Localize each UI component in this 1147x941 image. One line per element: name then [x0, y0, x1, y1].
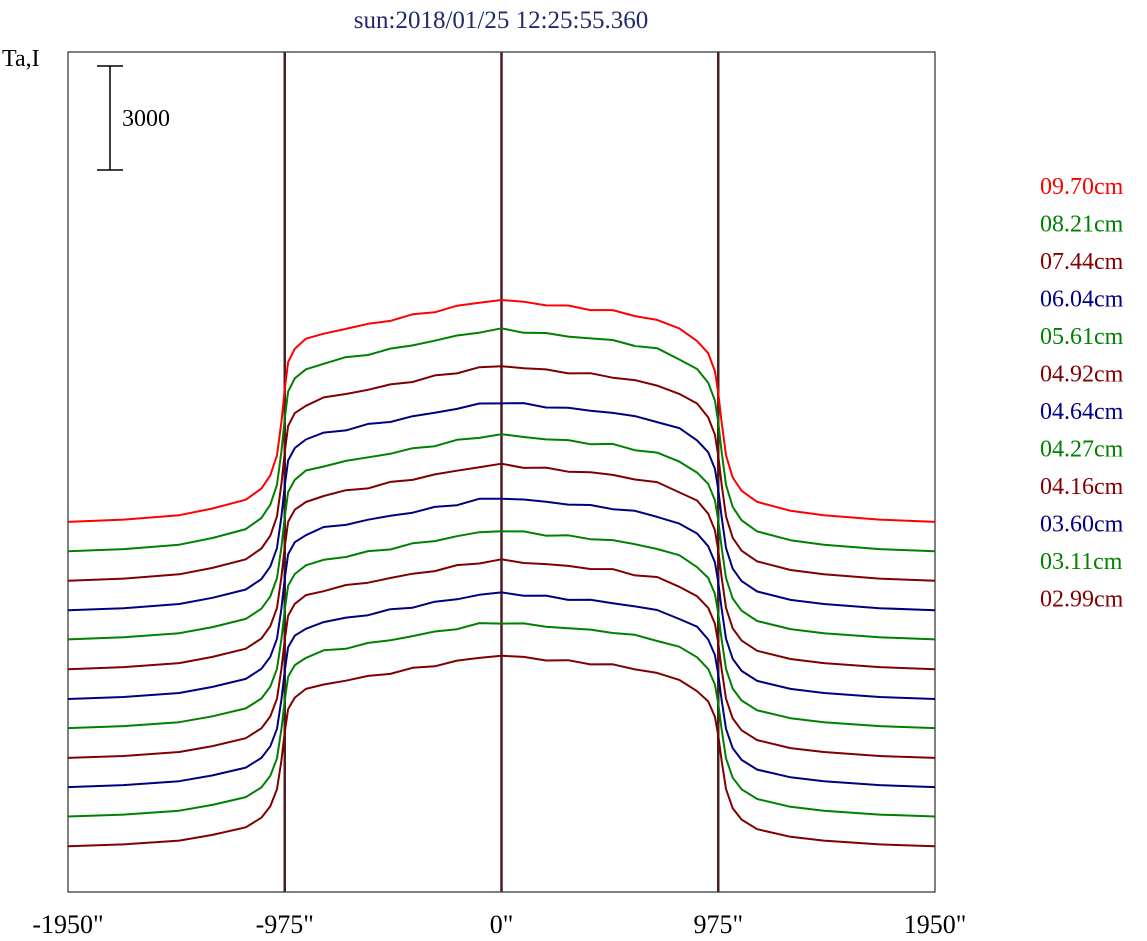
series-line	[67, 622, 936, 818]
vertical-markers	[283, 52, 720, 892]
legend-entry: 04.92cm	[1040, 362, 1124, 388]
series-line	[67, 462, 936, 671]
y-axis-label: Ta,I	[2, 46, 40, 72]
legend-entry: 02.99cm	[1040, 587, 1124, 613]
legend-entry: 03.11cm	[1040, 549, 1123, 575]
x-tick-label: -1950"	[32, 910, 103, 939]
x-tick-labels: -1950" -975" 0" 975" 1950"	[32, 910, 966, 939]
x-tick-label: 0"	[490, 910, 514, 939]
legend-entry: 09.70cm	[1040, 174, 1124, 200]
legend-entry: 05.61cm	[1040, 324, 1124, 350]
chart-title: sun:2018/01/25 12:25:55.360	[354, 7, 648, 34]
x-tick-label: -975"	[256, 910, 314, 939]
legend-entry: 04.64cm	[1040, 399, 1124, 425]
series-line	[67, 654, 936, 848]
series-line	[67, 402, 936, 612]
legend-entry: 04.27cm	[1040, 437, 1124, 463]
x-tick-label: 975"	[693, 910, 743, 939]
series-line	[67, 327, 936, 553]
series-group	[67, 299, 936, 848]
legend-entry: 07.44cm	[1040, 249, 1124, 275]
x-tick-label: 1950"	[904, 910, 967, 939]
series-line	[67, 365, 936, 582]
scale-bar-label: 3000	[122, 106, 170, 132]
legend-entry: 08.21cm	[1040, 212, 1124, 238]
series-line	[67, 530, 936, 730]
series-line	[67, 433, 936, 641]
legend-entry: 04.16cm	[1040, 474, 1124, 500]
legend-entry: 06.04cm	[1040, 287, 1124, 313]
series-line	[67, 299, 936, 523]
series-line	[67, 497, 936, 700]
series-line	[67, 591, 936, 789]
scale-bar: 3000	[97, 65, 170, 171]
series-line	[67, 558, 936, 759]
legend-entry: 03.60cm	[1040, 512, 1124, 538]
legend: 09.70cm 08.21cm 07.44cm 06.04cm 05.61cm 04.92…	[1040, 174, 1124, 613]
